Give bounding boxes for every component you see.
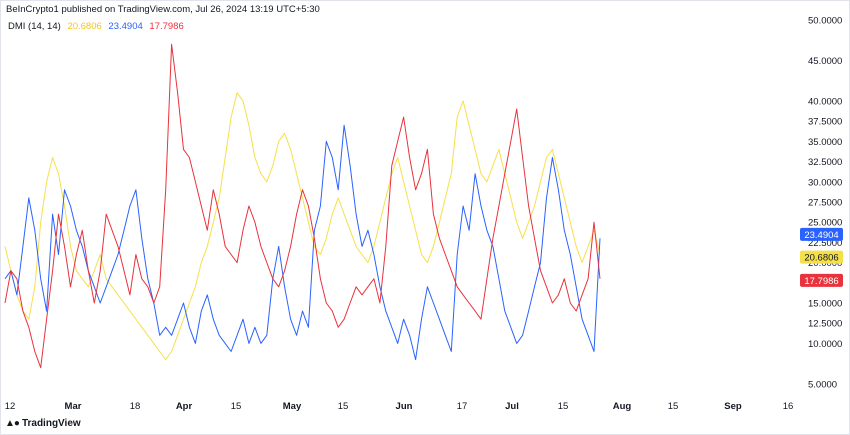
x-tick-label: Jul xyxy=(505,401,519,412)
series-layer xyxy=(4,43,601,369)
x-tick-label: 18 xyxy=(130,401,141,412)
price-label-text: 20.6806 xyxy=(804,253,838,264)
x-tick-label: Jun xyxy=(396,401,413,412)
y-tick-label: 25.0000 xyxy=(808,218,842,229)
attribution-text: BeInCrypto1 published on TradingView.com… xyxy=(6,4,320,15)
y-tick-label: 22.5000 xyxy=(808,238,842,249)
x-tick-label: 12 xyxy=(5,401,16,412)
x-tick-label: Aug xyxy=(613,401,632,412)
y-tick-label: 15.0000 xyxy=(808,299,842,310)
y-tick-label: 12.5000 xyxy=(808,319,842,330)
tradingview-logo-icon: ▲● xyxy=(5,418,20,429)
series-line--di[interactable] xyxy=(4,124,601,361)
price-label-text: 17.7986 xyxy=(804,276,838,287)
adx-value: 20.6806 xyxy=(67,21,102,32)
x-tick-label: May xyxy=(283,401,302,412)
y-axis: 5.000010.000012.500015.000017.500020.000… xyxy=(808,16,842,391)
y-tick-label: 35.0000 xyxy=(808,137,842,148)
y-tick-label: 5.0000 xyxy=(808,379,837,390)
x-tick-label: 17 xyxy=(457,401,468,412)
series-line-adx[interactable] xyxy=(4,92,601,361)
price-labels: 23.4904 20.6806 17.7986 xyxy=(800,227,843,287)
plus-di-value: 23.4904 xyxy=(108,21,143,32)
x-tick-label: 15 xyxy=(558,401,569,412)
x-tick-label: Sep xyxy=(724,401,742,412)
y-tick-label: 37.5000 xyxy=(808,117,842,128)
indicator-name: DMI (14, 14) xyxy=(8,21,61,32)
x-tick-label: Apr xyxy=(176,401,193,412)
y-tick-label: 32.5000 xyxy=(808,157,842,168)
series-line--di[interactable] xyxy=(4,43,601,369)
y-tick-label: 10.0000 xyxy=(808,339,842,350)
price-label-badge xyxy=(800,227,843,241)
x-tick-label: 15 xyxy=(668,401,679,412)
price-label-badge xyxy=(800,273,843,287)
y-tick-label: 40.0000 xyxy=(808,96,842,107)
y-tick-label: 27.5000 xyxy=(808,197,842,208)
y-tick-label: 20.0000 xyxy=(808,258,842,269)
tradingview-logo-text: TradingView xyxy=(21,418,81,429)
price-label-badge xyxy=(800,250,843,264)
x-tick-label: 16 xyxy=(783,401,794,412)
indicator-legend[interactable]: DMI (14, 14) 20.6806 23.4904 17.7986 xyxy=(8,21,188,32)
tradingview-logo[interactable]: ▲● TradingView xyxy=(5,418,81,429)
y-tick-label: 30.0000 xyxy=(808,177,842,188)
y-tick-label: 50.0000 xyxy=(808,16,842,27)
price-label-text: 23.4904 xyxy=(804,230,838,241)
x-tick-label: Mar xyxy=(65,401,82,412)
x-axis: 12 Mar 18 Apr 15 May 15 Jun 17 Jul 15 Aug 15 Sep 16 xyxy=(5,401,794,412)
x-tick-label: 15 xyxy=(338,401,349,412)
y-tick-label: 45.0000 xyxy=(808,56,842,67)
minus-di-value: 17.7986 xyxy=(149,21,184,32)
x-tick-label: 15 xyxy=(231,401,242,412)
